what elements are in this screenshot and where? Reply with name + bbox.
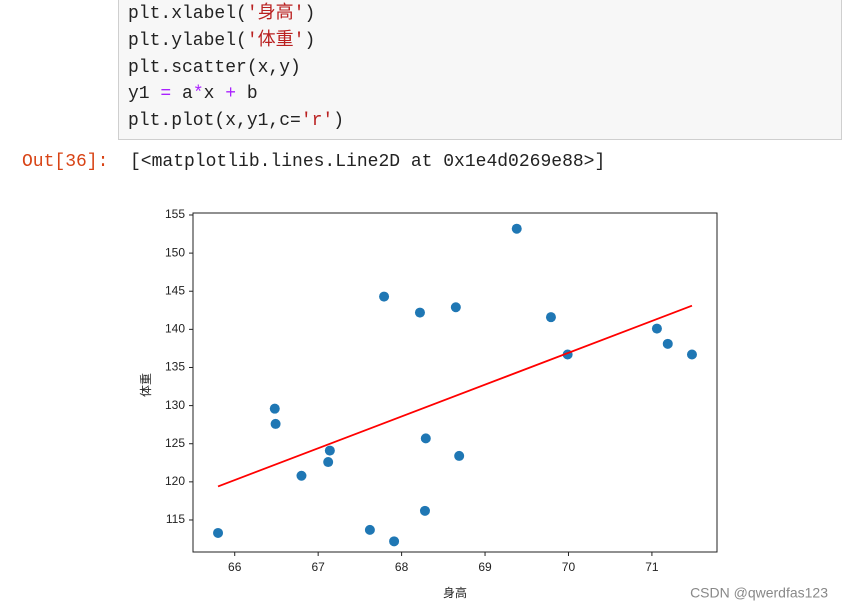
plot-area bbox=[192, 212, 718, 553]
code-token: 'r' bbox=[300, 111, 334, 132]
y-tick-label: 150 bbox=[165, 245, 185, 259]
code-token: plt.scatter(x,y) bbox=[128, 57, 301, 78]
y-tick-label: 145 bbox=[165, 283, 185, 297]
code-token: ) bbox=[333, 111, 345, 132]
x-tick-label: 67 bbox=[311, 560, 325, 574]
x-tick-label: 69 bbox=[478, 560, 492, 574]
code-token: ) bbox=[304, 30, 316, 51]
output-text: [<matplotlib.lines.Line2D at 0x1e4d0269e… bbox=[130, 152, 606, 172]
code-line: plt.ylabel('体重') bbox=[128, 28, 344, 55]
code-token: y1 bbox=[128, 84, 161, 105]
scatter-point bbox=[511, 223, 522, 234]
scatter-point bbox=[651, 323, 662, 334]
code-token: plt.plot(x,y1,c= bbox=[128, 111, 301, 132]
output-prompt: Out[36]: bbox=[22, 152, 109, 172]
code-token: = bbox=[160, 84, 172, 105]
scatter-point bbox=[454, 450, 465, 461]
x-axis-label: 身高 bbox=[443, 585, 467, 600]
scatter-point bbox=[324, 445, 335, 456]
code-line: plt.xlabel('身高') bbox=[128, 1, 344, 28]
scatter-point bbox=[323, 457, 334, 468]
scatter-point bbox=[420, 433, 431, 444]
code-line: plt.plot(x,y1,c='r') bbox=[128, 108, 344, 135]
code-line: plt.scatter(x,y) bbox=[128, 55, 344, 82]
scatter-point bbox=[389, 536, 400, 547]
y-tick-label: 140 bbox=[165, 322, 185, 336]
x-tick-label: 68 bbox=[395, 560, 409, 574]
scatter-point bbox=[213, 527, 224, 538]
code-token: a bbox=[171, 84, 193, 105]
code-token: ) bbox=[304, 4, 316, 24]
y-tick-label: 130 bbox=[165, 398, 185, 412]
code: plt.xlabel('身高') plt.ylabel('体重') plt.scat… bbox=[128, 1, 344, 135]
watermark: CSDN @qwerdfas123 bbox=[690, 585, 828, 601]
scatter-point bbox=[545, 312, 556, 323]
y-tick-label: 155 bbox=[165, 207, 185, 221]
code-token: b bbox=[236, 84, 258, 105]
code-token: * bbox=[192, 84, 204, 105]
code-token: plt.ylabel( bbox=[128, 30, 247, 51]
fit-line bbox=[217, 304, 693, 488]
scatter-point bbox=[270, 418, 281, 429]
scatter-point bbox=[662, 338, 673, 349]
code-token: plt.xlabel( bbox=[128, 4, 247, 24]
x-tick-label: 66 bbox=[228, 560, 242, 574]
y-tick-label: 115 bbox=[166, 512, 185, 526]
scatter-point bbox=[419, 505, 430, 516]
scatter-point bbox=[296, 470, 307, 481]
code-token: '体重' bbox=[246, 30, 305, 51]
scatter-point bbox=[450, 302, 461, 313]
scatter-point bbox=[414, 307, 425, 318]
x-tick-label: 71 bbox=[645, 560, 659, 574]
code-token: '身高' bbox=[246, 4, 305, 24]
code-line: y1 = a*x + b bbox=[128, 81, 344, 108]
scatter-point bbox=[364, 524, 375, 535]
y-tick-label: 135 bbox=[165, 360, 185, 374]
code-token: x bbox=[203, 84, 226, 105]
scatter-point bbox=[379, 291, 390, 302]
y-axis-label: 体重 bbox=[139, 373, 153, 397]
y-tick-label: 125 bbox=[165, 436, 185, 450]
x-tick-label: 70 bbox=[562, 560, 576, 574]
code-token: + bbox=[225, 84, 237, 105]
y-tick-label: 120 bbox=[165, 474, 185, 488]
scatter-point bbox=[269, 403, 280, 414]
code-cell[interactable]: plt.xlabel('身高') plt.ylabel('体重') plt.scat… bbox=[118, 0, 842, 140]
scatter-point bbox=[686, 349, 697, 360]
